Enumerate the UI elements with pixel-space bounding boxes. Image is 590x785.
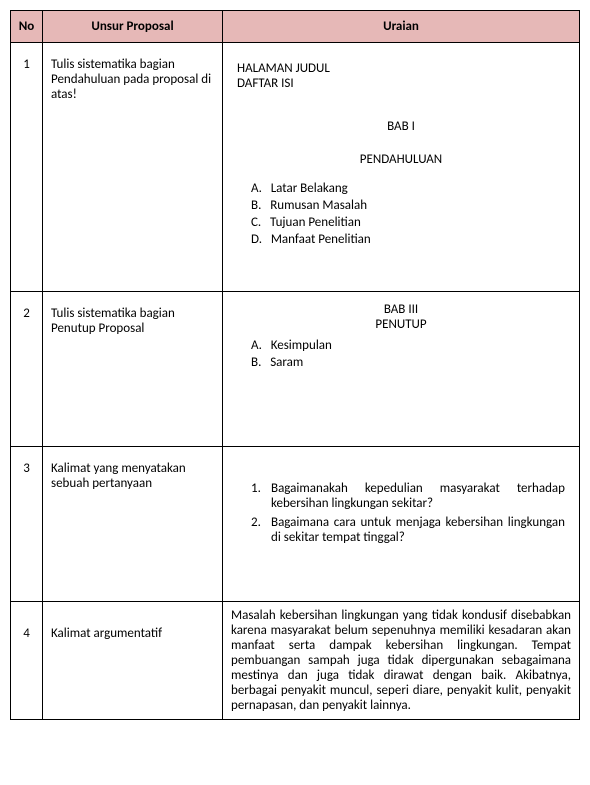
no-value: 2 <box>23 306 30 321</box>
uraian-title: PENUTUP <box>237 317 565 332</box>
list-item: A. Kesimpulan <box>251 338 565 353</box>
list-item: C. Tujuan Penelitian <box>251 215 565 230</box>
cell-no: 2 <box>11 292 43 447</box>
list-item: 1. Bagaimanakah kepedulian masyarakat te… <box>251 481 565 511</box>
unsur-text: Tulis sistematika bagian Penutup Proposa… <box>51 306 175 336</box>
unsur-text: Kalimat yang menyatakan sebuah pertanyaa… <box>51 461 186 491</box>
cell-unsur: Tulis sistematika bagian Pendahuluan pad… <box>43 43 223 292</box>
list-item: 2. Bagaimana cara untuk menjaga kebersih… <box>251 515 565 545</box>
header-uraian: Uraian <box>223 11 580 43</box>
cell-no: 4 <box>11 602 43 720</box>
table-row: 1 Tulis sistematika bagian Pendahuluan p… <box>11 43 580 292</box>
table-row: 4 Kalimat argumentatif Masalah kebersiha… <box>11 602 580 720</box>
uraian-list: A. Kesimpulan B. Saram <box>251 338 565 370</box>
list-item: A. Latar Belakang <box>251 181 565 196</box>
uraian-numbered-list: 1. Bagaimanakah kepedulian masyarakat te… <box>251 481 565 545</box>
uraian-line: HALAMAN JUDUL <box>237 61 565 76</box>
uraian-paragraph: Masalah kebersihan lingkungan yang tidak… <box>231 608 571 713</box>
list-item: D. Manfaat Penelitian <box>251 232 565 247</box>
uraian-title: PENDAHULUAN <box>237 152 565 167</box>
uraian-bab: BAB III <box>237 302 565 317</box>
cell-uraian: BAB III PENUTUP A. Kesimpulan B. Saram <box>223 292 580 447</box>
cell-uraian: HALAMAN JUDUL DAFTAR ISI BAB I PENDAHULU… <box>223 43 580 292</box>
cell-no: 1 <box>11 43 43 292</box>
cell-unsur: Tulis sistematika bagian Penutup Proposa… <box>43 292 223 447</box>
unsur-text: Kalimat argumentatif <box>51 626 162 641</box>
table-row: 2 Tulis sistematika bagian Penutup Propo… <box>11 292 580 447</box>
proposal-table: No Unsur Proposal Uraian 1 Tulis sistema… <box>10 10 580 720</box>
cell-uraian: 1. Bagaimanakah kepedulian masyarakat te… <box>223 447 580 602</box>
header-unsur: Unsur Proposal <box>43 11 223 43</box>
no-value: 1 <box>23 57 30 72</box>
uraian-list: A. Latar Belakang B. Rumusan Masalah C. … <box>251 181 565 247</box>
cell-unsur: Kalimat argumentatif <box>43 602 223 720</box>
header-no: No <box>11 11 43 43</box>
unsur-text: Tulis sistematika bagian Pendahuluan pad… <box>51 57 211 102</box>
cell-no: 3 <box>11 447 43 602</box>
no-value: 4 <box>23 626 30 641</box>
table-header-row: No Unsur Proposal Uraian <box>11 11 580 43</box>
list-item: B. Saram <box>251 355 565 370</box>
uraian-bab: BAB I <box>237 119 565 134</box>
table-row: 3 Kalimat yang menyatakan sebuah pertany… <box>11 447 580 602</box>
cell-uraian: Masalah kebersihan lingkungan yang tidak… <box>223 602 580 720</box>
cell-unsur: Kalimat yang menyatakan sebuah pertanyaa… <box>43 447 223 602</box>
uraian-line: DAFTAR ISI <box>237 76 565 91</box>
list-item: B. Rumusan Masalah <box>251 198 565 213</box>
no-value: 3 <box>23 461 30 476</box>
